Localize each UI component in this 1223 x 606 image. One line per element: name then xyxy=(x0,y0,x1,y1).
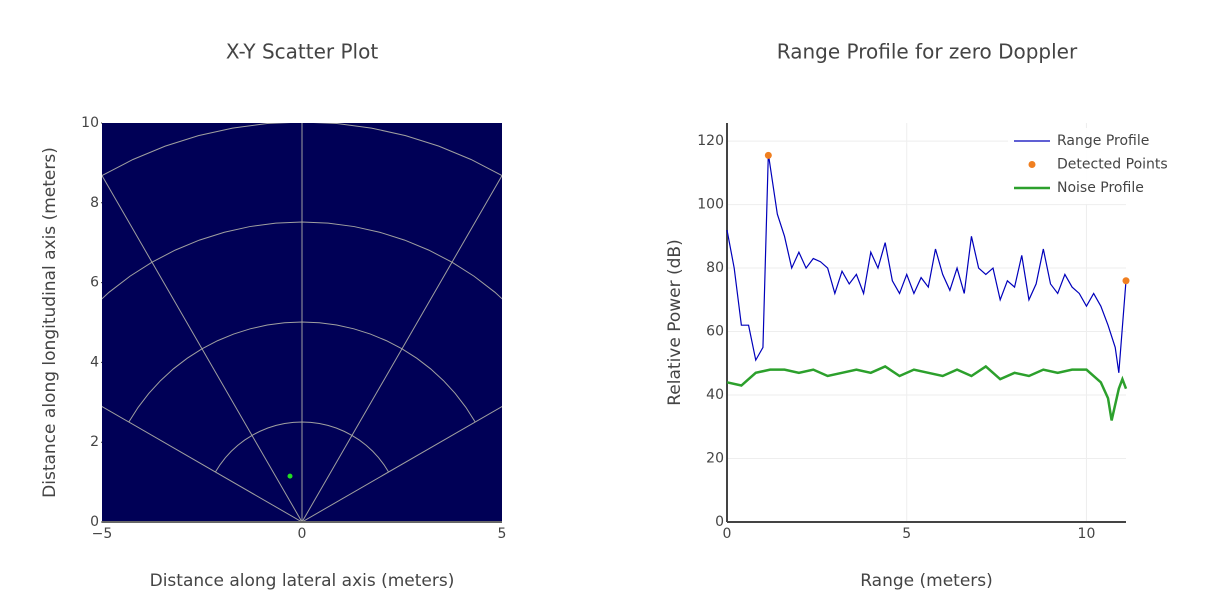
data-point xyxy=(287,473,293,479)
angle-line xyxy=(102,405,303,522)
y-tick-label: 6 xyxy=(90,275,99,291)
y-tick-label: 80 xyxy=(706,260,724,276)
y-tick-label: 20 xyxy=(706,451,724,467)
y-tick-label: 120 xyxy=(697,133,724,149)
data-point xyxy=(1122,277,1130,285)
legend-label: Detected Points xyxy=(1057,157,1168,173)
y-tick-label: 0 xyxy=(90,514,99,530)
x-tick-label: 10 xyxy=(1078,526,1096,542)
y-tick-label: 40 xyxy=(706,387,724,403)
legend-symbol xyxy=(1028,161,1036,168)
angle-line xyxy=(301,405,502,522)
y-tick-label: 2 xyxy=(90,434,99,450)
data-point xyxy=(764,151,772,159)
y-tick-label: 60 xyxy=(706,324,724,340)
angle-line xyxy=(102,174,303,522)
polar-grid xyxy=(102,123,502,522)
y-tick-label: 4 xyxy=(90,354,99,370)
y-tick-label: 100 xyxy=(697,197,724,213)
y-tick-label: 10 xyxy=(81,115,99,131)
y-axis-label: Relative Power (dB) xyxy=(665,239,685,405)
x-tick-label: −5 xyxy=(92,526,113,542)
x-tick-label: 5 xyxy=(498,526,507,542)
y-axis-label: Distance along longitudinal axis (meters… xyxy=(40,147,60,498)
angle-line xyxy=(301,174,502,522)
legend-label: Range Profile xyxy=(1057,133,1149,149)
x-tick-label: 5 xyxy=(902,526,911,542)
x-axis-label: Distance along lateral axis (meters) xyxy=(150,571,455,591)
data-line xyxy=(726,153,1127,373)
y-tick-label: 8 xyxy=(90,195,99,211)
x-tick-label: 0 xyxy=(723,526,732,542)
legend-label: Noise Profile xyxy=(1057,180,1144,196)
x-axis-label: Range (meters) xyxy=(860,571,993,591)
y-tick-label: 0 xyxy=(715,514,724,530)
x-tick-label: 0 xyxy=(298,526,307,542)
chart-title: X-Y Scatter Plot xyxy=(226,40,378,64)
chart-title: Range Profile for zero Doppler xyxy=(777,40,1078,64)
data-line xyxy=(726,364,1128,421)
